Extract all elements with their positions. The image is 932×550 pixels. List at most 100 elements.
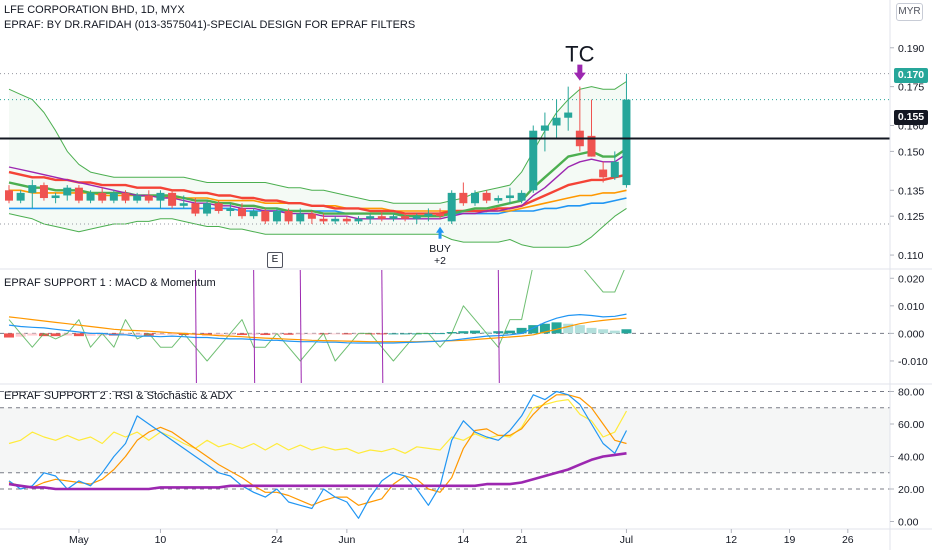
macd-histogram-bar: [167, 333, 178, 335]
macd-histogram-bar: [27, 333, 38, 336]
bollinger-lower-line: [8, 207, 627, 248]
candle: [179, 203, 188, 206]
macd-histogram-bar: [563, 323, 574, 334]
candle: [389, 216, 398, 219]
y-tick-label: 80.00: [898, 387, 924, 399]
price-pane[interactable]: BUY+2 TC: [0, 42, 890, 267]
macd-histogram-bar: [341, 333, 352, 335]
stoch-d-line: [8, 394, 627, 506]
candle: [424, 213, 433, 217]
macd-histogram-bar: [237, 333, 247, 336]
macd-histogram-bar: [586, 327, 597, 334]
y-tick-label: 60.00: [898, 419, 924, 431]
candle: [109, 192, 118, 201]
macd-pane-title: EPRAF SUPPORT 1 : MACD & Momentum: [4, 277, 216, 289]
candle: [471, 192, 479, 204]
symbol-title: LFE CORPORATION BHD, 1D, MYX: [4, 4, 185, 16]
x-tick-label: 10: [155, 534, 167, 546]
candle: [284, 211, 293, 222]
sma-blue-line: [9, 197, 627, 215]
ema-purple-line: [8, 153, 627, 220]
macd-histogram-bar: [295, 333, 306, 335]
y-tick-label: 40.00: [898, 452, 924, 464]
x-tick-label: Jun: [338, 534, 355, 546]
macd-histogram-bar: [481, 331, 492, 334]
candle: [214, 203, 223, 211]
bollinger-band-fill: [9, 81, 627, 248]
macd-spike-line: [381, 269, 384, 384]
buy-arrow-icon: [436, 226, 445, 239]
candle: [331, 218, 340, 222]
candle: [238, 208, 246, 217]
macd-histogram-bar: [388, 333, 399, 335]
macd-pane[interactable]: [0, 237, 890, 384]
macd-histogram-bar: [598, 329, 609, 334]
rsi-pane[interactable]: [0, 390, 890, 519]
tc-arrow-icon: [573, 64, 586, 81]
y-tick-label: -0.010: [898, 356, 928, 368]
candle: [5, 190, 13, 201]
candle: [517, 192, 526, 201]
macd-histogram-bar: [516, 327, 527, 334]
x-tick-label: 24: [271, 534, 283, 546]
macd-histogram-bar: [73, 333, 84, 337]
candle: [121, 192, 130, 201]
macd-histogram-bar: [435, 333, 446, 335]
y-tick-label: 0.00: [898, 517, 919, 529]
candle: [529, 130, 538, 191]
candle: [436, 213, 445, 217]
currency-badge[interactable]: MYR: [896, 3, 923, 21]
macd-spike-line: [497, 269, 500, 384]
candle: [74, 187, 83, 201]
candle: [459, 192, 468, 204]
macd-histogram-bar: [260, 333, 271, 336]
earnings-badge[interactable]: E: [267, 252, 283, 268]
candle: [599, 169, 608, 178]
macd-histogram-bar: [539, 323, 550, 334]
last-price-tag: 0.170: [894, 68, 928, 83]
candle: [307, 213, 316, 219]
macd-signal-line: [8, 316, 627, 343]
macd-spike-line: [194, 269, 197, 384]
bollinger-upper-line: [8, 81, 627, 204]
macd-histogram-bar: [143, 333, 154, 336]
macd-histogram-bar: [97, 333, 108, 336]
candle: [296, 213, 305, 222]
candle: [482, 192, 491, 201]
macd-histogram-bar: [574, 325, 585, 334]
candle: [28, 185, 37, 193]
macd-histogram-bar: [15, 333, 26, 337]
candle: [272, 211, 281, 222]
candle: [342, 218, 351, 222]
buy-signal-label: BUY: [429, 243, 451, 255]
candle: [191, 203, 200, 214]
macd-histogram-bar: [458, 331, 469, 334]
macd-histogram-bar: [376, 333, 387, 335]
y-tick-label: 0.150: [898, 146, 924, 158]
x-tick-label: 26: [842, 534, 854, 546]
x-tick-label: 12: [725, 534, 737, 546]
candle: [39, 185, 48, 199]
rsi-pane-title: EPRAF SUPPORT 2 : RSI & Stochastic & ADX: [4, 390, 233, 402]
macd-spike-line: [299, 269, 302, 384]
y-tick-label: 0.020: [898, 273, 924, 285]
candle: [226, 208, 235, 211]
candle: [447, 192, 456, 222]
macd-histogram-bar: [470, 330, 480, 334]
candle: [98, 192, 107, 201]
candle: [203, 203, 212, 214]
candle: [552, 117, 561, 126]
rsi-line: [8, 399, 628, 454]
macd-histogram-bar: [493, 331, 504, 334]
macd-histogram-bar: [132, 333, 143, 336]
macd-histogram-bar: [4, 333, 14, 338]
candle: [319, 218, 328, 222]
adx-line: [8, 452, 627, 491]
x-tick-label: Jul: [620, 534, 633, 546]
buy-signal-sub: +2: [434, 255, 446, 267]
tc-signal-label: TC: [565, 42, 594, 67]
candle: [622, 99, 631, 186]
candle: [63, 187, 72, 196]
y-tick-label: 0.110: [898, 250, 924, 262]
candle: [133, 195, 142, 201]
